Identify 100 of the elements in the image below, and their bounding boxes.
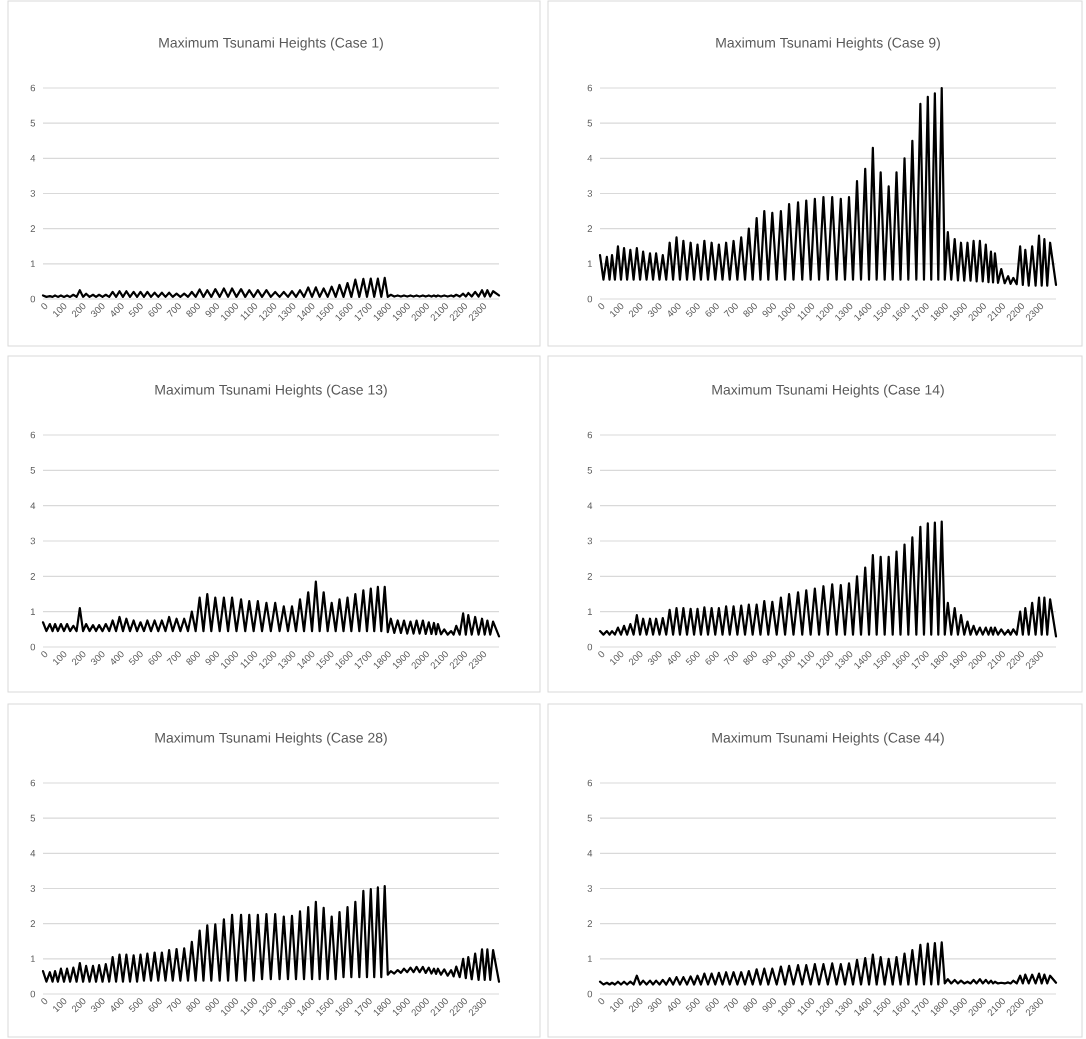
- x-tick-label: 900: [762, 651, 777, 665]
- chart-title: Maximum Tsunami Heights (Case 14): [712, 384, 944, 398]
- x-tick-label: 300: [647, 651, 662, 665]
- x-tick-label: 900: [205, 998, 220, 1012]
- y-tick-label: 5: [587, 467, 593, 474]
- x-tick-label: 600: [148, 998, 162, 1012]
- y-tick-label: 6: [587, 779, 593, 787]
- line-series: [41, 884, 501, 983]
- x-tick-label: 900: [762, 303, 777, 317]
- y-tick-label: 3: [30, 537, 36, 545]
- x-tick-label: 900: [205, 303, 220, 317]
- x-tick-label: 700: [723, 998, 738, 1012]
- x-tick-label: 400: [668, 998, 681, 1012]
- x-tick-label: 0: [598, 651, 605, 658]
- x-tick-label: 200: [71, 998, 86, 1013]
- x-tick-label: 600: [148, 303, 162, 317]
- y-tick-label: 5: [587, 814, 593, 822]
- x-tick-label: 600: [148, 651, 162, 665]
- x-tick-label: 800: [743, 303, 757, 317]
- x-tick-label: 300: [90, 651, 105, 665]
- x-tick-label: 200: [628, 998, 643, 1013]
- y-tick-label: 1: [30, 608, 35, 615]
- y-tick-label: 1: [587, 260, 593, 268]
- line-series: [598, 520, 1058, 638]
- y-tick-label: 6: [30, 84, 36, 92]
- chart-title: Maximum Tsunami Heights (Case 1): [159, 37, 383, 51]
- y-tick-label: 0: [587, 295, 593, 303]
- x-tick-label: 700: [166, 303, 181, 317]
- y-tick-label: 6: [30, 431, 36, 439]
- x-tick-label: 400: [668, 651, 681, 665]
- y-tick-label: 4: [30, 155, 36, 162]
- x-tick-label: 700: [166, 998, 181, 1012]
- y-tick-label: 5: [587, 119, 593, 127]
- x-tick-label: 600: [705, 651, 719, 665]
- x-tick-label: 200: [628, 303, 643, 318]
- y-tick-label: 4: [30, 850, 36, 857]
- y-tick-label: 6: [587, 431, 593, 439]
- y-tick-label: 4: [587, 502, 593, 509]
- x-tick-label: 600: [705, 303, 719, 317]
- x-tick-label: 400: [111, 998, 124, 1012]
- chart-title: Maximum Tsunami Heights (Case 28): [155, 732, 387, 746]
- x-tick-label: 500: [685, 303, 700, 317]
- x-tick-label: 100: [610, 998, 624, 1013]
- x-tick-label: 900: [762, 998, 777, 1012]
- y-tick-label: 2: [30, 573, 35, 580]
- x-tick-label: 200: [71, 651, 86, 666]
- chart-title: Maximum Tsunami Heights (Case 44): [712, 732, 944, 746]
- y-tick-label: 1: [30, 955, 35, 963]
- x-tick-label: 600: [705, 998, 719, 1012]
- y-tick-label: 5: [30, 467, 36, 474]
- y-tick-label: 3: [587, 537, 593, 545]
- y-tick-label: 1: [30, 260, 35, 268]
- y-tick-label: 0: [587, 643, 593, 651]
- x-tick-label: 0: [41, 998, 48, 1005]
- x-tick-label: 700: [166, 651, 181, 665]
- x-tick-label: 400: [111, 651, 124, 665]
- line-series: [598, 941, 1058, 986]
- line-series: [598, 86, 1058, 287]
- x-tick-label: 500: [128, 998, 143, 1012]
- y-tick-label: 3: [587, 190, 593, 197]
- y-tick-label: 2: [587, 225, 593, 232]
- x-tick-label: 100: [610, 303, 624, 318]
- x-tick-label: 300: [647, 303, 662, 317]
- y-tick-label: 0: [30, 295, 36, 303]
- x-tick-label: 0: [41, 303, 48, 310]
- x-tick-label: 200: [628, 651, 643, 666]
- x-tick-label: 100: [53, 998, 67, 1013]
- y-tick-label: 4: [30, 502, 36, 509]
- x-tick-label: 100: [53, 651, 67, 666]
- y-tick-label: 6: [30, 779, 36, 787]
- y-tick-label: 1: [587, 955, 593, 963]
- x-tick-label: 100: [610, 651, 624, 666]
- y-tick-label: 1: [587, 608, 593, 615]
- line-series: [41, 580, 501, 638]
- x-tick-label: 500: [685, 651, 700, 665]
- y-tick-label: 2: [587, 573, 593, 580]
- x-tick-label: 0: [41, 651, 48, 658]
- y-tick-label: 2: [30, 225, 35, 232]
- y-tick-label: 0: [30, 990, 36, 998]
- y-tick-label: 2: [30, 920, 35, 927]
- x-tick-label: 300: [90, 303, 105, 317]
- x-tick-label: 0: [598, 303, 605, 310]
- x-tick-label: 500: [128, 651, 143, 665]
- line-series: [41, 276, 501, 298]
- y-tick-label: 3: [30, 885, 36, 892]
- y-tick-label: 3: [587, 885, 593, 892]
- y-tick-label: 0: [587, 990, 593, 998]
- x-tick-label: 200: [71, 303, 86, 318]
- chart-title: Maximum Tsunami Heights (Case 13): [155, 384, 387, 398]
- y-tick-label: 2: [587, 920, 593, 927]
- x-tick-label: 800: [186, 651, 200, 665]
- x-tick-label: 100: [53, 303, 67, 318]
- y-tick-label: 5: [30, 119, 36, 127]
- x-tick-label: 800: [186, 998, 200, 1012]
- x-tick-label: 400: [668, 303, 681, 317]
- y-tick-label: 6: [587, 84, 593, 92]
- x-tick-label: 300: [90, 998, 105, 1012]
- x-tick-label: 300: [647, 998, 662, 1012]
- chart-title: Maximum Tsunami Heights (Case 9): [716, 37, 940, 51]
- x-tick-label: 700: [723, 303, 738, 317]
